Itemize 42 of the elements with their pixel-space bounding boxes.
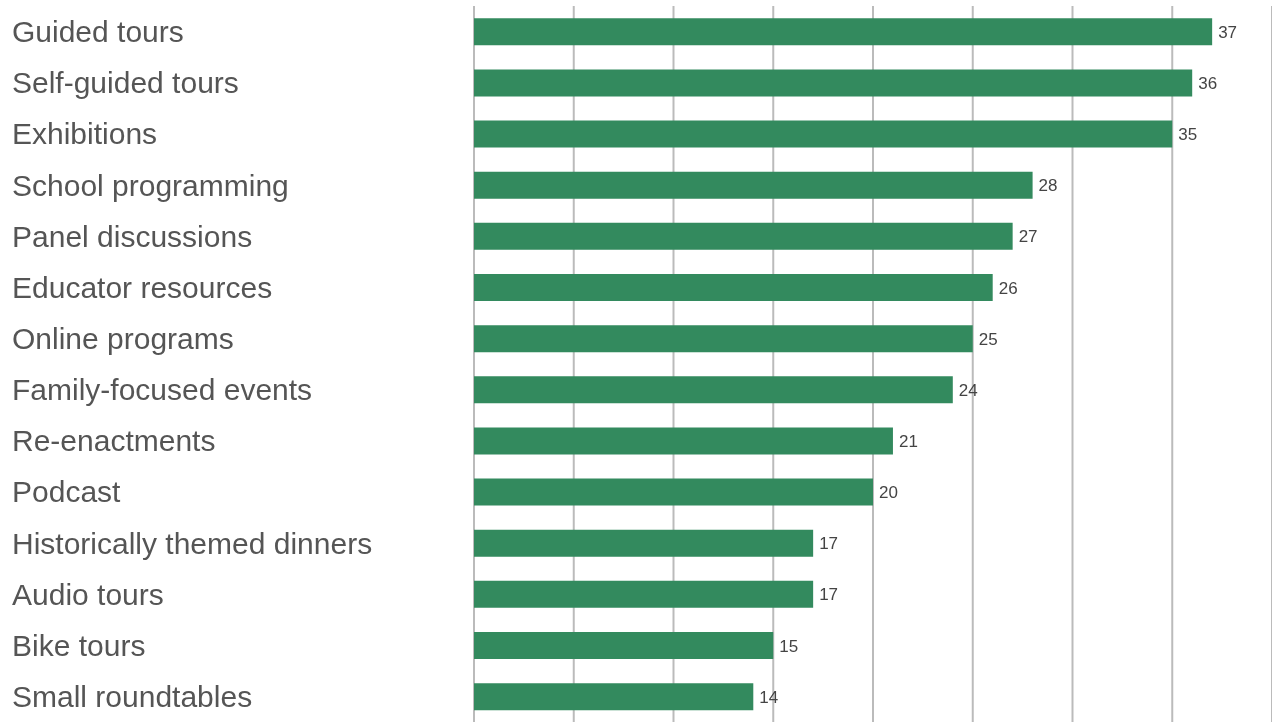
y-tick-label: Audio tours — [12, 577, 164, 611]
bar — [474, 69, 1193, 97]
y-tick-label: Bike tours — [12, 628, 146, 662]
data-label: 25 — [978, 329, 998, 349]
y-tick-label: Educator resources — [12, 270, 273, 304]
data-label: 37 — [1218, 22, 1238, 42]
data-label: 27 — [1018, 227, 1038, 247]
y-tick-label: Historically themed dinners — [12, 526, 373, 560]
bar — [474, 376, 953, 404]
data-label: 14 — [759, 687, 779, 707]
bar — [474, 478, 873, 506]
bar — [474, 631, 774, 659]
y-tick-label: Small roundtables — [12, 679, 253, 713]
bar — [474, 529, 814, 557]
bar — [474, 273, 993, 301]
data-label: 17 — [819, 585, 839, 605]
bar — [474, 325, 973, 353]
data-label: 20 — [879, 483, 898, 503]
bar — [474, 580, 814, 608]
data-label: 17 — [819, 534, 839, 554]
y-tick-label: Re-enactments — [12, 424, 216, 458]
bar — [474, 427, 893, 455]
y-tick-label: Podcast — [12, 475, 122, 509]
y-tick-label: Online programs — [12, 321, 234, 355]
bar — [474, 171, 1033, 199]
bar — [474, 120, 1173, 148]
y-tick-label: School programming — [12, 168, 289, 202]
data-label: 26 — [998, 278, 1018, 298]
y-tick-label: Self-guided tours — [12, 66, 239, 100]
data-label: 21 — [898, 431, 918, 451]
data-label: 24 — [958, 380, 978, 400]
bar — [474, 683, 754, 711]
data-label: 36 — [1198, 73, 1218, 93]
data-label: 28 — [1038, 176, 1058, 196]
y-tick-label: Panel discussions — [12, 219, 253, 253]
bar — [474, 222, 1013, 250]
y-tick-label: Family-focused events — [12, 373, 313, 407]
data-label: 35 — [1178, 125, 1198, 145]
y-tick-label: Guided tours — [12, 15, 184, 49]
y-tick-label: Exhibitions — [12, 117, 158, 151]
data-label: 15 — [779, 636, 799, 656]
bar — [474, 18, 1213, 46]
